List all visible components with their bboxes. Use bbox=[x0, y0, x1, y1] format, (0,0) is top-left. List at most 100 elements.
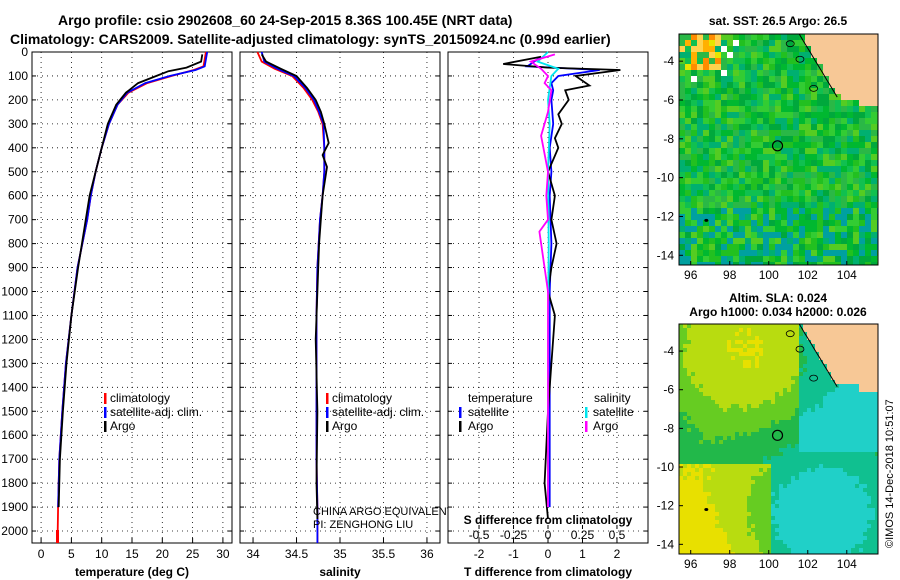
map-cell bbox=[769, 256, 776, 263]
map-cell bbox=[711, 476, 716, 481]
map-cell bbox=[779, 528, 784, 533]
map-cell bbox=[723, 424, 728, 429]
map-cell bbox=[739, 540, 744, 545]
map-cell bbox=[715, 262, 722, 265]
map-cell bbox=[751, 250, 758, 257]
map-cell bbox=[735, 528, 740, 533]
map-cell bbox=[807, 472, 812, 477]
map-cell bbox=[691, 504, 696, 509]
map-cell bbox=[791, 524, 796, 529]
map-cell bbox=[751, 412, 756, 417]
map-cell bbox=[769, 220, 776, 227]
map-cell bbox=[775, 364, 780, 369]
map-cell bbox=[791, 432, 796, 437]
map-cell bbox=[691, 404, 696, 409]
map-cell bbox=[759, 456, 764, 461]
map-cell bbox=[727, 112, 734, 119]
map-cell bbox=[811, 226, 818, 233]
map-cell bbox=[827, 428, 832, 433]
map-cell bbox=[767, 536, 772, 541]
map-cell bbox=[847, 548, 852, 553]
map-cell bbox=[811, 232, 818, 239]
map-cell bbox=[829, 160, 836, 167]
map-cell bbox=[683, 464, 688, 469]
map-cell bbox=[859, 88, 866, 95]
map-cell bbox=[795, 328, 800, 333]
map-cell bbox=[781, 124, 788, 131]
map-cell bbox=[755, 468, 760, 473]
map-cell bbox=[763, 528, 768, 533]
secondary-tick-label: -0.5 bbox=[469, 528, 490, 542]
map-cell bbox=[763, 136, 770, 143]
map-cell bbox=[735, 520, 740, 525]
map-cell bbox=[799, 136, 806, 143]
map-cell bbox=[709, 238, 716, 245]
map-cell bbox=[847, 46, 854, 53]
map-cell bbox=[679, 400, 684, 405]
map-cell bbox=[719, 376, 724, 381]
map-cell bbox=[855, 544, 860, 549]
map-cell bbox=[863, 436, 868, 441]
map-cell bbox=[763, 40, 770, 47]
map-cell bbox=[695, 468, 700, 473]
map-cell bbox=[735, 492, 740, 497]
map-cell bbox=[787, 82, 794, 89]
depth-tick-label: 100 bbox=[8, 69, 28, 83]
map-cell bbox=[691, 46, 698, 53]
map-cell bbox=[683, 420, 688, 425]
map-cell bbox=[763, 464, 768, 469]
map-cell bbox=[839, 448, 844, 453]
map-cell bbox=[855, 432, 860, 437]
map-cell bbox=[787, 380, 792, 385]
map-cell bbox=[823, 332, 828, 337]
map-cell bbox=[739, 166, 746, 173]
map-cell bbox=[795, 324, 800, 329]
map-cell bbox=[775, 504, 780, 509]
map-cell bbox=[721, 178, 728, 185]
map-cell bbox=[721, 82, 728, 89]
map-cell bbox=[771, 440, 776, 445]
map-cell bbox=[747, 324, 752, 329]
map-cell bbox=[715, 396, 720, 401]
map-cell bbox=[699, 544, 704, 549]
map-cell bbox=[683, 408, 688, 413]
map-cell bbox=[679, 118, 686, 125]
map-cell bbox=[859, 106, 866, 113]
map-cell bbox=[703, 118, 710, 125]
map-cell bbox=[751, 492, 756, 497]
map-cell bbox=[751, 476, 756, 481]
map-cell bbox=[787, 328, 792, 333]
map-cell bbox=[815, 364, 820, 369]
argo-position-marker bbox=[771, 429, 784, 441]
map-cell bbox=[791, 448, 796, 453]
map-cell bbox=[763, 488, 768, 493]
map-cell bbox=[769, 124, 776, 131]
map-cell bbox=[823, 400, 828, 405]
map-cell bbox=[759, 524, 764, 529]
map-cell bbox=[703, 196, 710, 203]
map-cell bbox=[823, 376, 828, 381]
map-cell bbox=[745, 238, 752, 245]
map-cell bbox=[679, 40, 686, 47]
map-cell bbox=[685, 202, 692, 209]
map-cell bbox=[683, 388, 688, 393]
map-cell bbox=[851, 356, 856, 361]
map-cell bbox=[779, 376, 784, 381]
map-cell bbox=[699, 416, 704, 421]
map-cell bbox=[763, 178, 770, 185]
map-cell bbox=[827, 496, 832, 501]
map-cell bbox=[823, 540, 828, 545]
map-cell bbox=[703, 340, 708, 345]
map-cell bbox=[691, 100, 698, 107]
map-cell bbox=[747, 544, 752, 549]
map-cell bbox=[727, 130, 734, 137]
map-cell bbox=[819, 544, 824, 549]
map-cell bbox=[819, 340, 824, 345]
map-cell bbox=[811, 376, 816, 381]
map-cell bbox=[769, 184, 776, 191]
map-cell bbox=[815, 464, 820, 469]
map-cell bbox=[831, 368, 836, 373]
map-cell bbox=[859, 472, 864, 477]
map-cell bbox=[711, 520, 716, 525]
map-cell bbox=[735, 428, 740, 433]
